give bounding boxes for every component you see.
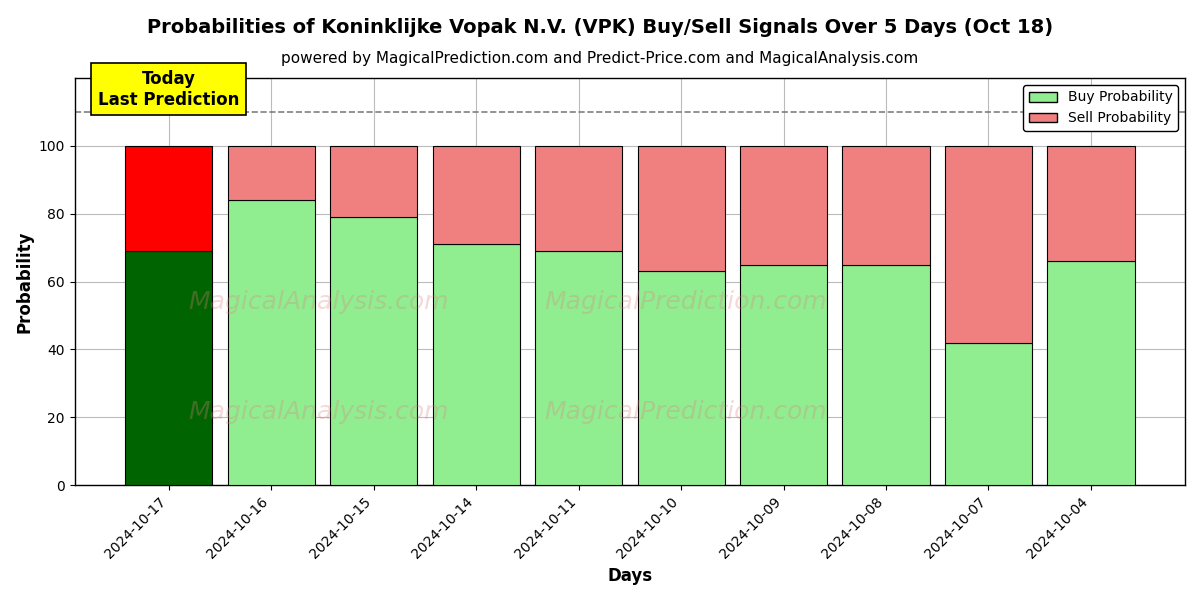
Bar xyxy=(535,146,622,251)
Bar xyxy=(1048,261,1134,485)
Legend: Buy Probability, Sell Probability: Buy Probability, Sell Probability xyxy=(1024,85,1178,131)
Text: MagicalPrediction.com: MagicalPrediction.com xyxy=(544,400,827,424)
Bar xyxy=(740,265,827,485)
Bar xyxy=(432,146,520,244)
Bar xyxy=(740,146,827,265)
Bar xyxy=(1048,146,1134,261)
Bar xyxy=(637,271,725,485)
Text: powered by MagicalPrediction.com and Predict-Price.com and MagicalAnalysis.com: powered by MagicalPrediction.com and Pre… xyxy=(281,51,919,66)
X-axis label: Days: Days xyxy=(607,567,653,585)
Bar xyxy=(535,251,622,485)
Bar xyxy=(228,146,314,200)
Text: MagicalPrediction.com: MagicalPrediction.com xyxy=(544,290,827,314)
Text: Today
Last Prediction: Today Last Prediction xyxy=(98,70,239,109)
Text: MagicalAnalysis.com: MagicalAnalysis.com xyxy=(188,290,449,314)
Text: MagicalAnalysis.com: MagicalAnalysis.com xyxy=(188,400,449,424)
Bar xyxy=(125,146,212,251)
Bar xyxy=(125,251,212,485)
Bar xyxy=(637,146,725,271)
Y-axis label: Probability: Probability xyxy=(16,230,34,333)
Bar xyxy=(330,146,418,217)
Bar xyxy=(944,146,1032,343)
Bar xyxy=(944,343,1032,485)
Bar xyxy=(432,244,520,485)
Text: Probabilities of Koninklijke Vopak N.V. (VPK) Buy/Sell Signals Over 5 Days (Oct : Probabilities of Koninklijke Vopak N.V. … xyxy=(146,18,1054,37)
Bar xyxy=(842,146,930,265)
Bar xyxy=(330,217,418,485)
Bar xyxy=(228,200,314,485)
Bar xyxy=(842,265,930,485)
